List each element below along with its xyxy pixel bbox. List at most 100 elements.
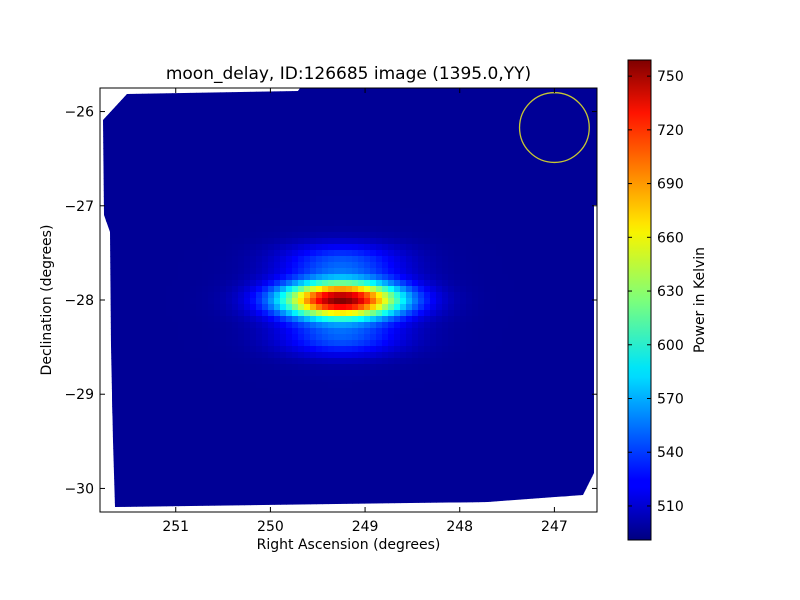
heatmap-cell	[190, 226, 197, 233]
heatmap-cell	[298, 94, 305, 101]
heatmap-cell	[568, 226, 575, 233]
heatmap-cell	[454, 232, 461, 239]
heatmap-cell	[466, 418, 473, 425]
heatmap-cell	[172, 226, 179, 233]
heatmap-cell	[124, 274, 131, 281]
heatmap-cell	[382, 106, 389, 113]
heatmap-cell	[184, 340, 191, 347]
heatmap-cell	[448, 202, 455, 209]
heatmap-cell	[484, 154, 491, 161]
heatmap-cell	[412, 364, 419, 371]
heatmap-cell	[262, 142, 269, 149]
heatmap-cell	[208, 100, 215, 107]
heatmap-cell	[346, 208, 353, 215]
heatmap-cell	[370, 124, 377, 131]
heatmap-cell	[136, 226, 143, 233]
heatmap-cell	[364, 280, 371, 287]
heatmap-cell	[244, 160, 251, 167]
heatmap-cell	[238, 376, 245, 383]
heatmap-cell	[394, 298, 401, 305]
heatmap-cell	[148, 214, 155, 221]
heatmap-cell	[130, 250, 137, 257]
heatmap-cell	[304, 118, 311, 125]
heatmap-cell	[136, 382, 143, 389]
heatmap-cell	[106, 346, 113, 353]
heatmap-cell	[538, 376, 545, 383]
heatmap-cell	[346, 334, 353, 341]
heatmap-cell	[226, 94, 233, 101]
heatmap-cell	[430, 256, 437, 263]
heatmap-cell	[556, 388, 563, 395]
heatmap-cell	[490, 238, 497, 245]
heatmap-cell	[130, 256, 137, 263]
heatmap-cell	[592, 106, 597, 113]
heatmap-cell	[562, 88, 569, 95]
heatmap-cell	[484, 94, 491, 101]
heatmap-cell	[202, 208, 209, 215]
heatmap-cell	[106, 268, 113, 275]
heatmap-cell	[196, 148, 203, 155]
heatmap-cell	[460, 352, 467, 359]
heatmap-cell	[424, 382, 431, 389]
heatmap-cell	[466, 154, 473, 161]
heatmap-cell	[490, 340, 497, 347]
heatmap-cell	[586, 220, 593, 227]
heatmap-cell	[310, 268, 317, 275]
heatmap-cell	[184, 292, 191, 299]
heatmap-cell	[280, 268, 287, 275]
heatmap-cell	[562, 322, 569, 329]
heatmap-cell	[286, 310, 293, 317]
heatmap-cell	[274, 292, 281, 299]
heatmap-cell	[184, 412, 191, 419]
heatmap-cell	[280, 94, 287, 101]
heatmap-cell	[154, 370, 161, 377]
heatmap-cell	[154, 322, 161, 329]
heatmap-cell	[142, 328, 149, 335]
heatmap-cell	[196, 172, 203, 179]
heatmap-cell	[244, 358, 251, 365]
heatmap-cell	[580, 316, 587, 323]
heatmap-cell	[538, 388, 545, 395]
heatmap-cell	[220, 160, 227, 167]
heatmap-cell	[112, 352, 119, 359]
heatmap-cell	[268, 418, 275, 425]
heatmap-cell	[568, 88, 575, 95]
heatmap-cell	[130, 394, 137, 401]
heatmap-cell	[418, 124, 425, 131]
heatmap-cell	[106, 142, 113, 149]
heatmap-cell	[202, 436, 209, 443]
heatmap-cell	[136, 268, 143, 275]
heatmap-cell	[472, 304, 479, 311]
heatmap-cell	[502, 274, 509, 281]
heatmap-cell	[130, 124, 137, 131]
heatmap-cell	[424, 340, 431, 347]
heatmap-cell	[232, 202, 239, 209]
heatmap-cell	[388, 166, 395, 173]
heatmap-cell	[154, 334, 161, 341]
heatmap-cell	[103, 136, 107, 143]
heatmap-cell	[424, 160, 431, 167]
heatmap-cell	[208, 226, 215, 233]
heatmap-cell	[112, 412, 119, 419]
heatmap-cell	[424, 286, 431, 293]
heatmap-cell	[376, 166, 383, 173]
heatmap-cell	[442, 208, 449, 215]
heatmap-cell	[280, 214, 287, 221]
heatmap-cell	[244, 214, 251, 221]
heatmap-cell	[196, 352, 203, 359]
heatmap-cell	[196, 166, 203, 173]
heatmap-cell	[466, 232, 473, 239]
heatmap-cell	[172, 94, 179, 101]
heatmap-cell	[106, 130, 113, 137]
heatmap-cell	[436, 388, 443, 395]
heatmap-cell	[586, 154, 593, 161]
heatmap-cell	[442, 238, 449, 245]
heatmap-cell	[436, 88, 443, 95]
heatmap-cell	[544, 226, 551, 233]
heatmap-cell	[166, 256, 173, 263]
heatmap-cell	[484, 214, 491, 221]
heatmap-cell	[130, 244, 137, 251]
heatmap-cell	[268, 376, 275, 383]
heatmap-cell	[328, 166, 335, 173]
heatmap-cell	[436, 274, 443, 281]
